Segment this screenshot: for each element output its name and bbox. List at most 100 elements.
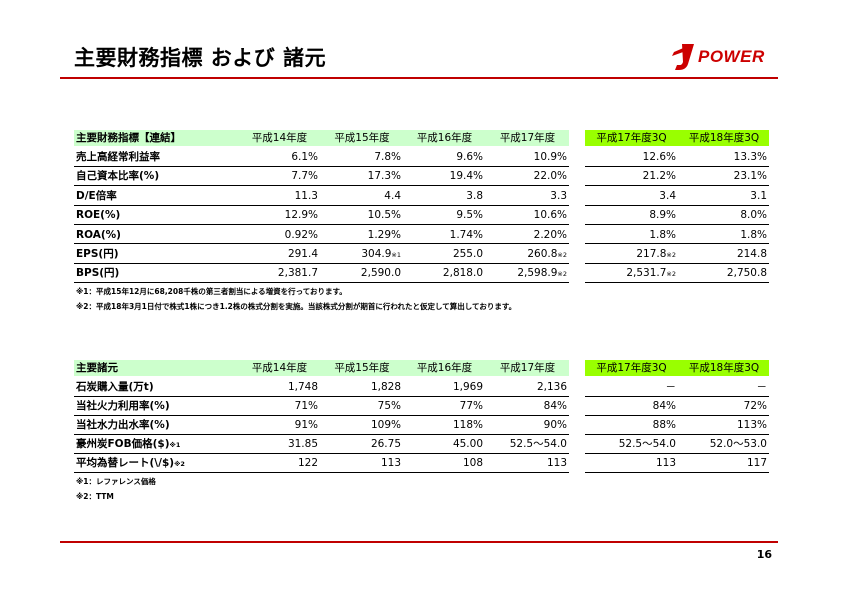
table-cell: 26.75: [321, 435, 403, 454]
cell-value: 10.6%: [533, 209, 567, 222]
cell-value: 1,748: [287, 381, 318, 393]
header-background: [74, 360, 569, 376]
bottom-divider: [60, 541, 778, 543]
row-divider: [74, 395, 569, 397]
row-label-text: ROE(%): [76, 209, 121, 222]
row-divider: [585, 165, 769, 167]
cell-value: 255.0: [452, 248, 483, 260]
table-cell: 19.4%: [404, 167, 485, 186]
table-cell: 255.0: [404, 245, 485, 264]
table-cell: 13.3%: [679, 148, 769, 167]
column-header: 平成16年度: [416, 362, 473, 374]
row-divider: [585, 243, 769, 245]
cell-value: 88%: [652, 419, 676, 432]
table-cell: 0.92%: [239, 226, 320, 245]
cell-value: 3.3: [550, 189, 567, 202]
row-divider: [585, 471, 769, 473]
table-cell: 2,590.0: [321, 264, 403, 283]
table-cell: 8.9%: [585, 206, 678, 225]
row-divider: [74, 433, 569, 435]
footnote: ※1：平成15年12月に68,208千株の第三者割当による増資を行っております。: [76, 286, 347, 296]
cell-value: 108: [462, 457, 483, 470]
cell-value: 10.9%: [533, 151, 567, 163]
table-header: 主要財務指標【連結】 平成14年度 平成15年度 平成16年度 平成17年度 平成17年度…: [74, 130, 769, 146]
cell-value: 113%: [736, 419, 767, 432]
table-cell: 2,136: [486, 378, 569, 397]
cell-value: 19.4%: [449, 170, 483, 183]
row-divider: [74, 414, 569, 416]
header-background-quarter: [585, 360, 769, 376]
table-cell: 10.9%: [486, 148, 569, 167]
cell-value: 31.85: [287, 438, 318, 451]
table-row: 売上高経常利益率 6.1% 7.8% 9.6% 10.9% 12.6% 13.3%: [74, 148, 769, 167]
row-divider: [74, 262, 569, 264]
cell-value: 4.4: [384, 189, 401, 202]
table-title: 主要諸元: [76, 362, 118, 374]
cell-value: 12.9%: [284, 209, 318, 222]
footnote: ※2：TTM: [76, 491, 114, 501]
row-label-text: 平均為替レート(\/$): [76, 457, 175, 470]
footnote-marker: ※2: [666, 251, 676, 259]
row-label: 売上高経常利益率: [74, 148, 239, 167]
table-cell: 71%: [239, 397, 320, 416]
column-header: 平成17年度: [499, 132, 556, 144]
table-cell: 2,818.0: [404, 264, 485, 283]
table-cell: 1,828: [321, 378, 403, 397]
table-cell: 3.1: [679, 187, 769, 206]
row-divider: [585, 433, 769, 435]
row-divider: [585, 452, 769, 454]
cell-value: 26.75: [370, 438, 401, 451]
cell-value: 45.00: [452, 438, 483, 451]
row-label-text: EPS(円): [76, 248, 119, 260]
cell-value: 71%: [294, 400, 318, 413]
table-cell: 52.5～54.0: [585, 435, 678, 454]
cell-value: 122: [297, 457, 318, 470]
table-cell: －: [679, 378, 769, 397]
cell-value: 2,136: [536, 381, 567, 393]
cell-value: 91%: [294, 419, 318, 432]
table-cell: 291.4: [239, 245, 320, 264]
cell-value: 291.4: [287, 248, 318, 260]
row-divider: [585, 185, 769, 187]
table-cell: 84%: [486, 397, 569, 416]
cell-value: 3.8: [466, 189, 483, 202]
cell-value: 2,750.8: [726, 267, 767, 280]
cell-value: 304.9: [361, 248, 392, 260]
cell-value: 109%: [370, 419, 401, 432]
cell-value: 23.1%: [733, 170, 767, 183]
cell-value: 2.20%: [533, 228, 567, 241]
footnote: ※2：平成18年3月1日付で株式1株につき1.2株の株式分割を実施。当該株式分割…: [76, 301, 517, 311]
table-cell: 88%: [585, 416, 678, 435]
jpower-logo: [672, 44, 694, 70]
row-divider: [585, 262, 769, 264]
cell-value: 0.92%: [284, 228, 318, 241]
footnote-marker: ※2: [557, 270, 567, 279]
cell-value: 117: [746, 457, 767, 470]
cell-value: 9.6%: [456, 151, 483, 163]
table-cell: 7.8%: [321, 148, 403, 167]
cell-value: 1.29%: [367, 228, 401, 241]
table-row: 当社火力利用率(%) 71% 75% 77% 84% 84% 72%: [74, 397, 769, 416]
footnote: ※1：レファレンス価格: [76, 476, 156, 486]
cell-value: 84%: [652, 400, 676, 413]
table-cell: 2,531.7※2: [585, 264, 678, 283]
cell-value: 8.0%: [740, 209, 767, 222]
table-cell: 91%: [239, 416, 320, 435]
row-divider: [74, 204, 569, 206]
table-cell: 9.5%: [404, 206, 485, 225]
footnote-marker: ※1: [391, 251, 401, 259]
table-cell: 2,598.9※2: [486, 264, 569, 283]
table-cell: 22.0%: [486, 167, 569, 186]
table-cell: 1.74%: [404, 226, 485, 245]
row-label: ROA(%): [74, 226, 239, 245]
table-cell: 2,750.8: [679, 264, 769, 283]
table-cell: 108: [404, 454, 485, 473]
table-cell: 72%: [679, 397, 769, 416]
table-cell: 1.8%: [585, 226, 678, 245]
row-label: BPS(円): [74, 264, 239, 283]
row-label-text: 当社火力利用率(%): [76, 400, 170, 413]
row-divider: [74, 452, 569, 454]
table-cell: －: [585, 378, 678, 397]
table-cell: 118%: [404, 416, 485, 435]
page-title: 主要財務指標 および 諸元: [74, 46, 327, 70]
